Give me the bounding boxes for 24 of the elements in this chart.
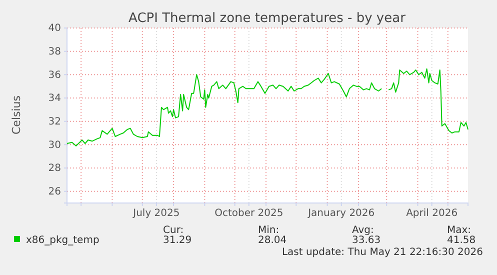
text: Last update: Thu May 21 22:16:30 2026 [282, 247, 483, 258]
legend-label: x86_pkg_temp [26, 235, 100, 246]
x-tick-label: October 2025 [214, 208, 284, 220]
y-tick-label: 36 [48, 70, 61, 81]
text: Max: [447, 225, 472, 236]
y-tick-label: 28 [48, 163, 61, 174]
y-tick-label: 26 [48, 186, 61, 198]
y-axis-title: Celsius [10, 95, 23, 134]
y-tick-label: 40 [48, 23, 61, 34]
y-tick-label: 38 [48, 46, 61, 58]
text: 41.58 [447, 235, 476, 246]
x-tick-label: July 2025 [132, 208, 180, 220]
y-tick-label: 34 [48, 93, 61, 104]
text: 28.04 [258, 235, 287, 246]
chart-title: ACPI Thermal zone temperatures - by year [128, 11, 406, 26]
y-tick-label: 32 [48, 116, 61, 128]
x-tick-label: January 2026 [307, 208, 375, 220]
text: Min: [258, 225, 280, 236]
x-tick-label: April 2026 [406, 208, 458, 220]
text: 31.29 [163, 235, 192, 246]
text: 33.63 [352, 235, 381, 246]
text: Avg: [352, 225, 374, 236]
y-tick-label: 30 [48, 140, 61, 151]
text: Cur: [163, 225, 184, 236]
